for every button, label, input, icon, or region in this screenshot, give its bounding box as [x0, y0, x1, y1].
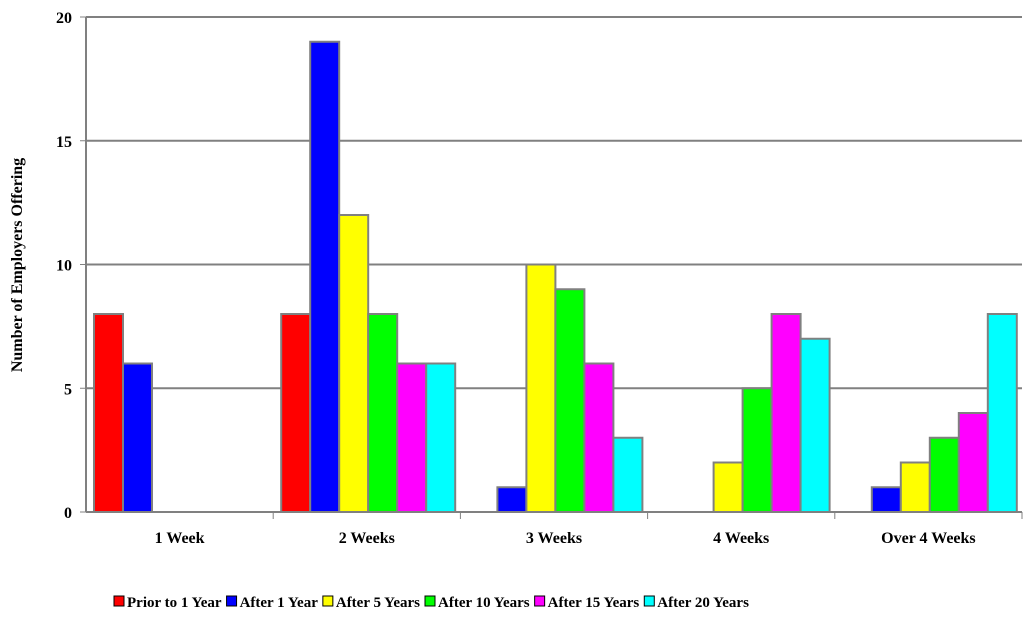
- legend-label: After 15 Years: [548, 595, 640, 611]
- bar-prior-to-1-year-2-weeks: [280, 313, 312, 513]
- bar-after-10-years-2-weeks: [367, 313, 399, 513]
- legend-swatch: [534, 595, 546, 607]
- bar-after-5-years-3-weeks: [525, 263, 557, 513]
- bar-after-1-year-1-week: [122, 362, 153, 513]
- legend-label: After 20 Years: [657, 595, 749, 611]
- y-tick-label: 0: [64, 505, 72, 522]
- legend-label: After 1 Year: [240, 595, 319, 611]
- x-category-label: 2 Weeks: [339, 530, 395, 547]
- bars: [93, 40, 1018, 513]
- y-tick-label: 20: [56, 10, 72, 27]
- legend-label: After 5 Years: [336, 595, 420, 611]
- legend-label: Prior to 1 Year: [127, 595, 222, 611]
- legend-swatch: [322, 595, 334, 607]
- y-tick-label: 10: [56, 258, 72, 275]
- legend-label: After 10 Years: [438, 595, 530, 611]
- bar-after-5-years-2-weeks: [338, 214, 370, 513]
- bar-after-20-years-over-4-weeks: [986, 313, 1018, 513]
- bar-after-15-years-2-weeks: [396, 362, 428, 513]
- bar-after-1-year-3-weeks: [496, 486, 528, 513]
- bar-after-5-years-4-weeks: [712, 461, 744, 513]
- bar-after-15-years-4-weeks: [770, 313, 802, 513]
- bar-after-10-years-over-4-weeks: [928, 436, 960, 513]
- axes: 0 5 10 15 20 1 Week 2 Weeks 3 Weeks 4 Weeks Over …: [56, 10, 1023, 547]
- x-category-label: Over 4 Weeks: [881, 530, 976, 547]
- bar-after-10-years-3-weeks: [554, 288, 586, 513]
- bar-after-20-years-3-weeks: [612, 436, 644, 513]
- legend-swatch: [643, 595, 655, 607]
- x-category-label: 1 Week: [155, 530, 205, 547]
- y-tick-label: 15: [56, 134, 72, 151]
- bar-after-20-years-2-weeks: [425, 362, 457, 513]
- y-axis-title: Number of Employers Offering: [9, 158, 26, 372]
- bar-prior-to-1-year-1-week: [93, 313, 124, 513]
- bar-after-20-years-4-weeks: [799, 337, 831, 513]
- bar-after-10-years-4-weeks: [741, 387, 773, 513]
- legend-swatch: [113, 595, 125, 607]
- y-tick-label: 5: [64, 381, 72, 398]
- legend: Prior to 1 Year After 1 Year After 5 Years…: [113, 595, 749, 611]
- bar-after-15-years-over-4-weeks: [957, 412, 989, 513]
- x-category-label: 4 Weeks: [713, 530, 769, 547]
- bar-after-15-years-3-weeks: [583, 362, 615, 513]
- legend-swatch: [424, 595, 436, 607]
- bar-after-1-year-over-4-weeks: [870, 486, 902, 513]
- bar-after-1-year-2-weeks: [309, 40, 341, 513]
- bar-after-5-years-over-4-weeks: [899, 461, 931, 513]
- legend-swatch: [226, 595, 238, 607]
- x-category-label: 3 Weeks: [526, 530, 582, 547]
